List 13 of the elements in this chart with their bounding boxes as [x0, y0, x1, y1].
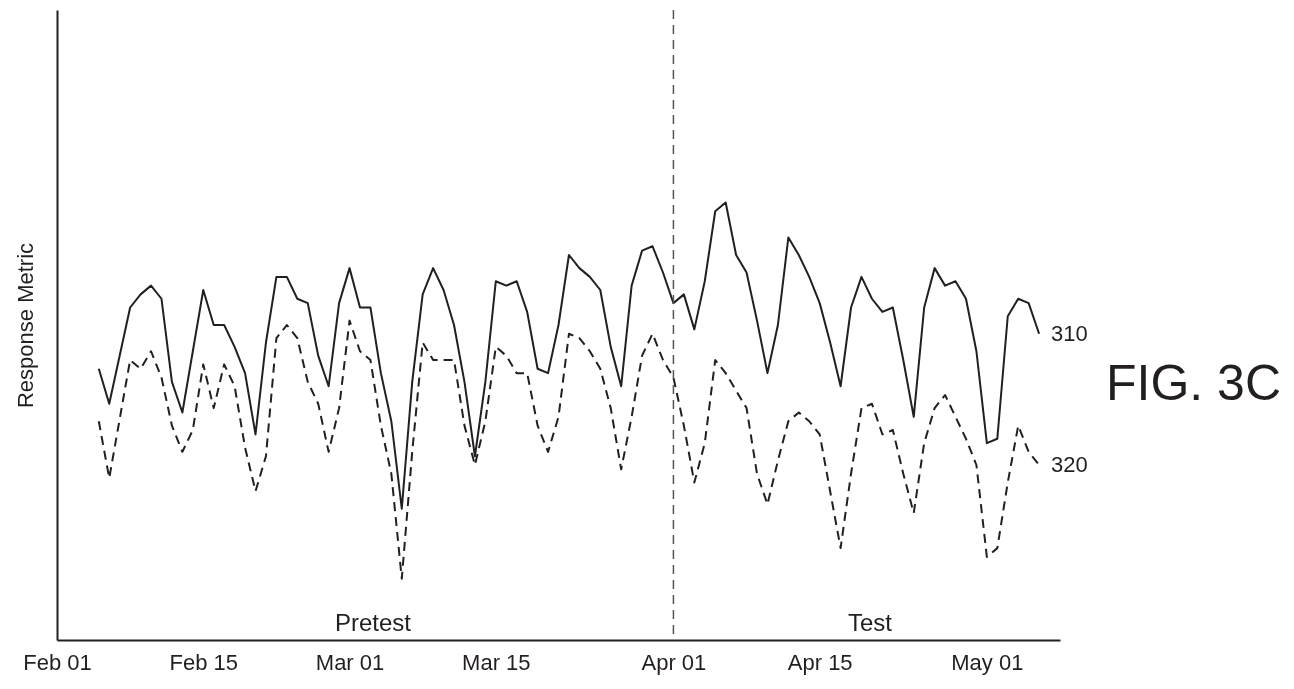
x-tick-label: Feb 15 [169, 649, 239, 675]
x-tick-label: Feb 01 [23, 649, 92, 675]
x-tick-label: Mar 01 [315, 649, 385, 675]
annotation: Pretest [334, 609, 412, 636]
x-tick-label: Mar 15 [462, 649, 531, 675]
x-tick-label: Apr 15 [787, 649, 853, 675]
annotation: Test [847, 609, 893, 636]
series-label: 320 [1051, 452, 1088, 477]
caption: FIG. 3C [1106, 355, 1282, 411]
x-tick-label: Apr 01 [641, 649, 707, 675]
x-tick-label: May 01 [951, 649, 1024, 675]
series-label: 310 [1051, 320, 1088, 346]
y-axis-title: Response Metric [12, 242, 38, 409]
